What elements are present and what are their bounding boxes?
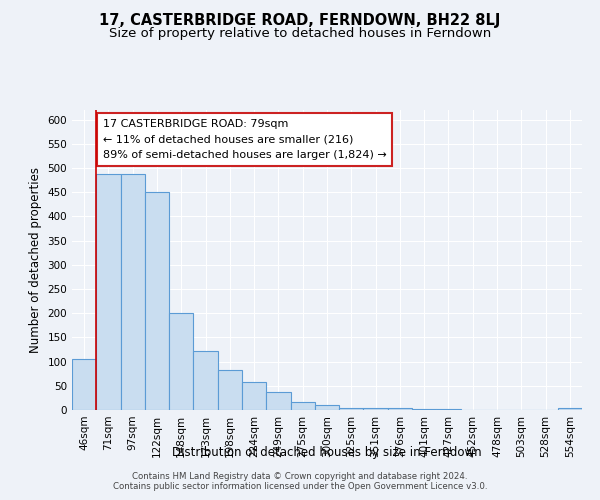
Bar [193, 351, 218, 410]
Text: 17 CASTERBRIDGE ROAD: 79sqm
← 11% of detached houses are smaller (216)
89% of se: 17 CASTERBRIDGE ROAD: 79sqm ← 11% of det… [103, 119, 386, 160]
Bar [558, 408, 582, 410]
Bar [242, 382, 266, 410]
Text: 17, CASTERBRIDGE ROAD, FERNDOWN, BH22 8LJ: 17, CASTERBRIDGE ROAD, FERNDOWN, BH22 8L… [100, 12, 500, 28]
Bar [339, 408, 364, 410]
Text: Distribution of detached houses by size in Ferndown: Distribution of detached houses by size … [172, 446, 482, 459]
Bar [436, 409, 461, 410]
Bar [266, 392, 290, 410]
Bar [145, 192, 169, 410]
Text: Contains HM Land Registry data © Crown copyright and database right 2024.: Contains HM Land Registry data © Crown c… [132, 472, 468, 481]
Bar [169, 313, 193, 410]
Bar [315, 405, 339, 410]
Bar [364, 408, 388, 410]
Bar [72, 359, 96, 410]
Bar [412, 409, 436, 410]
Bar [290, 402, 315, 410]
Text: Size of property relative to detached houses in Ferndown: Size of property relative to detached ho… [109, 28, 491, 40]
Text: Contains public sector information licensed under the Open Government Licence v3: Contains public sector information licen… [113, 482, 487, 491]
Bar [121, 174, 145, 410]
Bar [388, 408, 412, 410]
Bar [218, 370, 242, 410]
Bar [96, 174, 121, 410]
Y-axis label: Number of detached properties: Number of detached properties [29, 167, 42, 353]
